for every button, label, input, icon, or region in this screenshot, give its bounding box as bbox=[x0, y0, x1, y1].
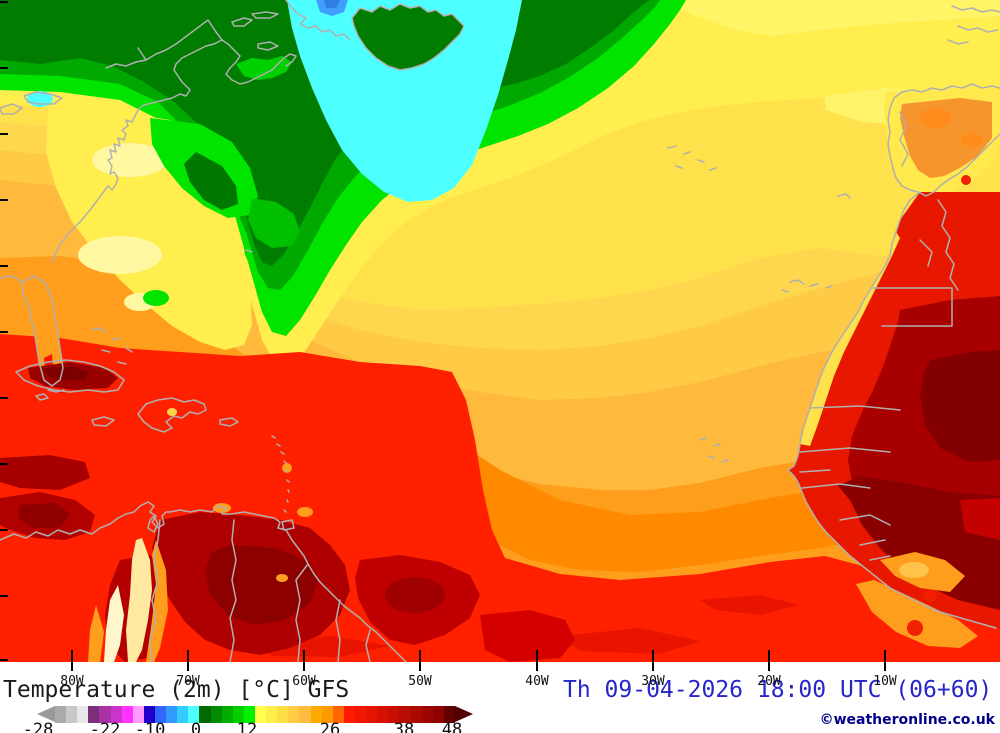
scale-color-segment bbox=[366, 706, 378, 723]
north-cold-features bbox=[27, 0, 522, 350]
scale-arrow-right-icon bbox=[455, 706, 473, 722]
scale-color-segment bbox=[421, 706, 433, 723]
scale-color-segment bbox=[321, 706, 333, 723]
scale-color-segment bbox=[188, 706, 200, 723]
scale-label: 26 bbox=[319, 720, 341, 733]
scale-color-segment bbox=[132, 706, 144, 723]
scale-color-segment bbox=[410, 706, 422, 723]
scale-arrow-left-icon bbox=[37, 706, 55, 722]
lon-tick bbox=[71, 662, 73, 671]
scale-color-segment bbox=[277, 706, 289, 723]
scale-label: 38 bbox=[393, 720, 415, 733]
scale-color-segment bbox=[143, 706, 155, 723]
copyright-text: ©weatheronline.co.uk bbox=[819, 712, 995, 728]
scale-label: -22 bbox=[89, 720, 121, 733]
scale-label: 48 bbox=[441, 720, 463, 733]
coastlines bbox=[0, 0, 1000, 662]
lon-label-30w: 30W bbox=[641, 674, 665, 689]
scale-color-segment bbox=[443, 706, 455, 723]
scale-color-segment bbox=[266, 706, 278, 723]
map-footer: 80W 70W 60W 50W 40W 30W 20W 10W Temperat… bbox=[0, 662, 1000, 733]
scale-color-segment bbox=[432, 706, 444, 723]
lon-tick bbox=[652, 662, 654, 671]
scale-label: 12 bbox=[236, 720, 258, 733]
scale-color-segment bbox=[210, 706, 222, 723]
scale-color-segment bbox=[221, 706, 233, 723]
temperature-scale-bar bbox=[55, 706, 455, 723]
lon-label-60w: 60W bbox=[292, 674, 316, 689]
scale-color-segment bbox=[66, 706, 78, 723]
lon-tick bbox=[187, 662, 189, 671]
scale-color-segment bbox=[377, 706, 389, 723]
scale-color-segment bbox=[310, 706, 322, 723]
lon-label-40w: 40W bbox=[525, 674, 549, 689]
south-america-features bbox=[0, 455, 575, 662]
scale-color-segment bbox=[177, 706, 189, 723]
scale-color-segment bbox=[254, 706, 267, 723]
lon-tick bbox=[419, 662, 421, 671]
scale-color-segment bbox=[99, 706, 111, 723]
longitude-ticks bbox=[71, 650, 886, 662]
scale-label: 0 bbox=[190, 720, 202, 733]
latitude-ticks bbox=[0, 1, 8, 661]
lon-tick bbox=[536, 662, 538, 671]
map-title: Temperature (2m) [°C] GFS bbox=[3, 677, 350, 703]
lon-label-80w: 80W bbox=[60, 674, 84, 689]
scale-color-segment bbox=[288, 706, 300, 723]
scale-color-segment bbox=[166, 706, 178, 723]
scale-color-segment bbox=[55, 706, 67, 723]
lon-tick bbox=[884, 662, 886, 671]
scale-color-segment bbox=[243, 706, 255, 723]
lon-label-10w: 10W bbox=[873, 674, 897, 689]
lon-label-70w: 70W bbox=[176, 674, 200, 689]
lon-tick bbox=[303, 662, 305, 671]
scale-color-segment bbox=[77, 706, 89, 723]
map-datetime: Th 09-04-2026 18:00 UTC (06+60) bbox=[563, 677, 993, 703]
scale-color-segment bbox=[232, 706, 244, 723]
scale-label: -10 bbox=[134, 720, 166, 733]
scale-color-segment bbox=[399, 706, 411, 723]
scale-color-segment bbox=[354, 706, 367, 723]
lon-label-50w: 50W bbox=[408, 674, 432, 689]
scale-color-segment bbox=[388, 706, 400, 723]
scale-label: -28 bbox=[22, 720, 54, 733]
scale-color-segment bbox=[154, 706, 167, 723]
lon-tick bbox=[768, 662, 770, 671]
scale-color-segment bbox=[332, 706, 344, 723]
lon-label-20w: 20W bbox=[757, 674, 781, 689]
scale-color-segment bbox=[121, 706, 133, 723]
scale-color-segment bbox=[199, 706, 211, 723]
scale-color-segment bbox=[299, 706, 311, 723]
scale-color-segment bbox=[88, 706, 100, 723]
temperature-map bbox=[0, 0, 1000, 662]
scale-color-segment bbox=[343, 706, 355, 723]
scale-color-segment bbox=[110, 706, 122, 723]
